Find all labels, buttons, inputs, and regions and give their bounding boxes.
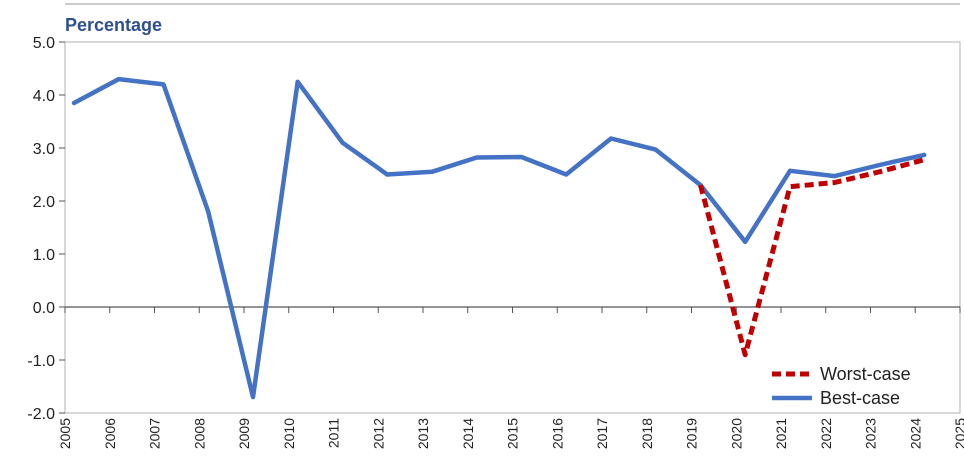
plot-area (64, 41, 961, 414)
series-group (71, 76, 927, 400)
x-tick-label: 2023 (863, 418, 879, 449)
x-tick-label: 2020 (728, 418, 744, 449)
x-tick-label: 2013 (415, 418, 431, 449)
x-tick-label: 2025 (952, 418, 964, 449)
x-axis-ticks: 2005 2006 2007 2008 2009 2010 2011 2012 2013 2014… (57, 307, 964, 449)
legend-best-case-label: Best-case (820, 388, 900, 408)
y-tick-label: 0.0 (33, 300, 55, 317)
y-tick-label: -2.0 (27, 406, 55, 423)
x-tick-label: 2021 (773, 418, 789, 449)
x-tick-label: 2018 (639, 418, 655, 449)
worst-case-line (698, 157, 925, 358)
x-tick-label: 2015 (505, 418, 521, 449)
best-case-line (71, 76, 927, 400)
y-tick-label: -1.0 (27, 353, 55, 370)
y-tick-label: 4.0 (33, 88, 55, 105)
y-axis-ticks: 5.0 4.0 3.0 2.0 1.0 0.0 -1.0 -2.0 (27, 35, 65, 423)
y-tick-label: 3.0 (33, 141, 55, 158)
x-tick-label: 2012 (370, 418, 386, 449)
y-tick-label: 2.0 (33, 194, 55, 211)
x-tick-label: 2022 (818, 418, 834, 449)
legend: Worst-case Best-case (772, 364, 911, 408)
x-tick-label: 2014 (460, 418, 476, 449)
x-tick-label: 2005 (57, 418, 73, 449)
x-tick-label: 2007 (147, 418, 163, 449)
y-axis-label: Percentage (65, 15, 162, 35)
x-tick-label: 2010 (281, 418, 297, 449)
x-tick-label: 2009 (236, 418, 252, 449)
y-tick-label: 5.0 (33, 35, 55, 52)
x-tick-label: 2011 (326, 418, 342, 448)
x-tick-label: 2006 (102, 418, 118, 449)
y-tick-label: 1.0 (33, 247, 55, 264)
x-tick-label: 2024 (907, 418, 923, 449)
x-tick-label: 2016 (549, 418, 565, 449)
x-tick-label: 2019 (684, 418, 700, 449)
x-tick-label: 2017 (594, 418, 610, 449)
x-tick-label: 2008 (191, 418, 207, 449)
legend-worst-case-label: Worst-case (820, 364, 911, 384)
